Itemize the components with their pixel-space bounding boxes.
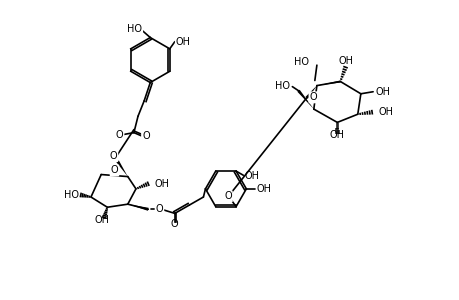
Text: OH: OH — [329, 130, 344, 140]
Text: O: O — [142, 131, 149, 141]
Polygon shape — [305, 85, 316, 99]
Text: HO: HO — [293, 57, 308, 67]
Polygon shape — [128, 204, 148, 211]
Text: O: O — [116, 130, 123, 140]
Text: OH: OH — [256, 184, 271, 194]
Text: O: O — [155, 204, 163, 214]
Text: HO: HO — [127, 24, 142, 34]
Text: O: O — [171, 219, 178, 229]
Text: OH: OH — [337, 56, 352, 66]
Text: HO: HO — [275, 81, 290, 91]
Polygon shape — [316, 80, 340, 86]
Text: O: O — [309, 92, 316, 102]
Text: OH: OH — [375, 87, 389, 97]
Text: OH: OH — [244, 171, 259, 181]
Text: OH: OH — [175, 37, 190, 46]
Text: OH: OH — [95, 214, 110, 224]
Text: O: O — [111, 165, 118, 176]
Polygon shape — [116, 160, 128, 177]
Text: HO: HO — [64, 190, 78, 200]
Text: O: O — [224, 191, 231, 201]
Text: OH: OH — [154, 179, 169, 189]
Polygon shape — [297, 90, 313, 109]
Text: O: O — [109, 151, 117, 161]
Text: OH: OH — [377, 107, 392, 117]
